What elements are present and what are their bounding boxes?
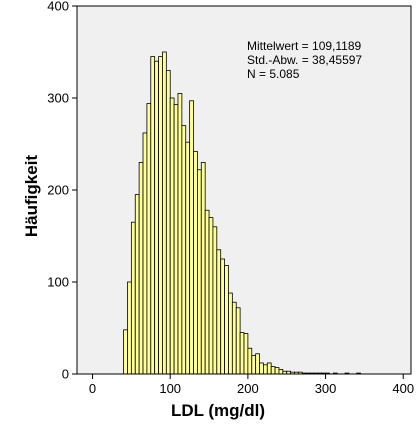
histogram-bar xyxy=(274,367,280,375)
histogram-bar xyxy=(247,347,253,375)
y-tick-label: 200 xyxy=(47,183,69,198)
histogram-bar xyxy=(200,161,206,375)
x-axis-title: LDL (mg/dl) xyxy=(171,401,265,420)
histogram-bar xyxy=(212,226,218,375)
histogram-bar xyxy=(169,97,175,375)
histogram-bar xyxy=(224,265,229,375)
histogram-bar xyxy=(243,333,249,375)
x-tick-label: 300 xyxy=(315,381,337,396)
stats-std: Std.-Abw. = 38,45597 xyxy=(247,53,362,67)
histogram-bar xyxy=(216,249,222,375)
stats-n: N = 5.085 xyxy=(247,67,300,81)
histogram-bar xyxy=(138,161,144,375)
histogram-bar xyxy=(235,307,241,375)
histogram-bar xyxy=(266,362,272,375)
histogram-bar xyxy=(173,104,179,375)
histogram-bar xyxy=(123,329,128,375)
histogram-bar xyxy=(162,51,167,375)
histogram-bar xyxy=(146,103,152,375)
histogram-bar xyxy=(251,355,257,375)
y-axis-title: Häufigkeit xyxy=(22,155,41,238)
histogram-bar xyxy=(130,221,136,375)
y-axis: 0 100 200 300 400 xyxy=(47,0,77,382)
stats-mean: Mittelwert = 109,1189 xyxy=(247,39,362,53)
x-tick-label: 0 xyxy=(89,381,96,396)
histogram-bar xyxy=(270,366,276,375)
histogram-bar xyxy=(231,301,237,375)
x-tick-label: 200 xyxy=(237,381,259,396)
histogram-bar xyxy=(177,93,183,375)
y-tick-label: 300 xyxy=(47,91,69,106)
histogram-bar xyxy=(278,368,284,375)
histogram-bar xyxy=(189,100,194,375)
histogram-bar xyxy=(181,125,187,375)
histogram-bar xyxy=(196,169,202,375)
histogram-bar xyxy=(228,292,233,375)
histogram-bar xyxy=(255,353,260,375)
histogram-bar xyxy=(127,281,132,375)
y-tick-label: 400 xyxy=(47,0,69,14)
histogram-bar xyxy=(259,362,264,375)
histogram-bar xyxy=(154,60,159,375)
histogram-bar xyxy=(220,258,225,375)
histogram-bar xyxy=(185,141,191,375)
histogram-bar xyxy=(208,217,214,375)
x-tick-label: 400 xyxy=(392,381,414,396)
x-tick-label: 100 xyxy=(159,381,181,396)
histogram-bar xyxy=(239,332,245,375)
histogram-bar xyxy=(150,56,156,375)
y-tick-label: 0 xyxy=(62,367,69,382)
x-axis: 0 100 200 300 400 xyxy=(89,374,414,396)
histogram-bar xyxy=(158,56,163,375)
histogram-bar xyxy=(204,209,210,375)
histogram-bar xyxy=(134,194,140,375)
histogram-bar xyxy=(165,70,171,375)
histogram-bar xyxy=(263,364,268,375)
y-tick-label: 100 xyxy=(47,275,69,290)
histogram-bar xyxy=(193,150,198,375)
histogram-bar xyxy=(142,132,148,375)
